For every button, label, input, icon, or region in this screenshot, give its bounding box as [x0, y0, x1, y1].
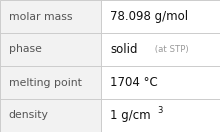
- FancyBboxPatch shape: [0, 33, 101, 66]
- Text: 78.098 g/mol: 78.098 g/mol: [110, 10, 188, 23]
- Text: melting point: melting point: [9, 77, 82, 88]
- Text: (at STP): (at STP): [152, 45, 188, 54]
- Text: 3: 3: [157, 106, 163, 115]
- Text: molar mass: molar mass: [9, 11, 72, 22]
- Text: 1704 °C: 1704 °C: [110, 76, 158, 89]
- Text: density: density: [9, 110, 49, 121]
- FancyBboxPatch shape: [0, 0, 101, 33]
- FancyBboxPatch shape: [0, 66, 101, 99]
- Text: solid: solid: [110, 43, 138, 56]
- FancyBboxPatch shape: [0, 99, 101, 132]
- Text: phase: phase: [9, 44, 42, 55]
- Text: 1 g/cm: 1 g/cm: [110, 109, 151, 122]
